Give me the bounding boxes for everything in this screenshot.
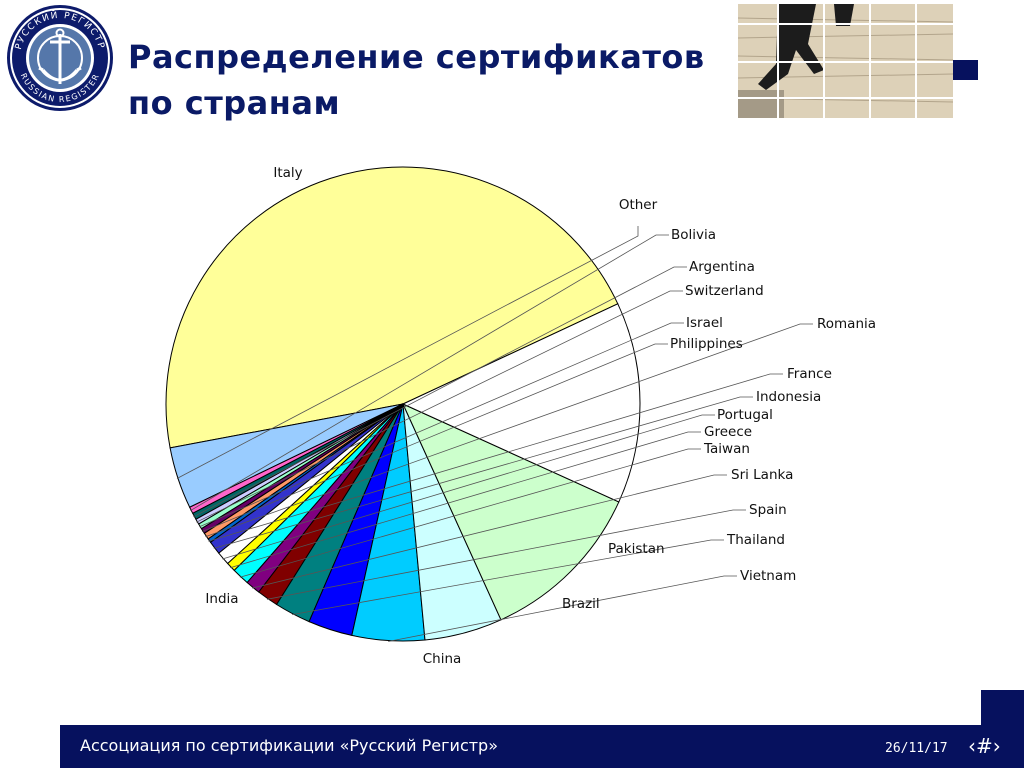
footer-tab [981, 690, 1024, 726]
leader-line-bolivia [190, 234, 669, 512]
footer-bar [60, 725, 1024, 768]
slice-label-other: Other [619, 197, 658, 213]
slice-label-vietnam: Vietnam [740, 568, 796, 584]
slice-label-pakistan: Pakistan [608, 541, 665, 557]
pie-slices [165, 166, 641, 642]
leader-line-other [176, 226, 639, 479]
leader-line-spain [266, 509, 746, 600]
footer-page-number: ‹#› [968, 734, 1001, 758]
title-line-1: Распределение сертификатов [128, 38, 705, 76]
slice-label-china: China [423, 651, 462, 667]
pie-slice-italy [165, 166, 619, 449]
slice-label-romania: Romania [817, 316, 876, 332]
leader-lines [176, 226, 813, 642]
anchor-seal-icon: РУССКИЙ РЕГИСТР RUSSIAN REGISTER [7, 5, 113, 111]
leader-line-france [208, 373, 783, 542]
slice-label-taiwan: Taiwan [703, 441, 750, 457]
leader-line-taiwan [239, 448, 701, 578]
title-line-2: по странам [128, 84, 341, 122]
slice-label-indonesia: Indonesia [756, 389, 821, 405]
page-title: Распределение сертификатов по странам [128, 34, 748, 126]
leader-line-sri-lanka [252, 474, 727, 589]
leader-line-romania [205, 323, 813, 538]
slice-label-thailand: Thailand [726, 532, 785, 548]
leader-line-vietnam [388, 575, 737, 642]
leader-line-portugal [222, 414, 715, 560]
slice-labels: Italy Other Bolivia Argentina Switzerland Isr… [205, 165, 876, 667]
slice-label-israel: Israel [686, 315, 723, 331]
leader-line-argentina [193, 266, 687, 518]
pie-slice-india [401, 303, 641, 503]
header-photo [737, 4, 978, 118]
slice-label-brazil: Brazil [562, 596, 600, 612]
slice-label-sri-lanka: Sri Lanka [731, 467, 793, 483]
slice-label-philippines: Philippines [670, 336, 743, 352]
leader-line-israel [199, 322, 684, 528]
slice-label-bolivia: Bolivia [671, 227, 716, 243]
slice-label-india: India [205, 591, 238, 607]
slice-label-portugal: Portugal [717, 407, 773, 423]
slice-label-italy: Italy [273, 165, 302, 181]
stairs-climbing-photo [737, 4, 978, 118]
slice-label-france: France [787, 366, 832, 382]
slice-label-argentina: Argentina [689, 259, 755, 275]
leader-line-philippines [201, 343, 668, 532]
footer-organization: Ассоциация по сертификации «Русский Реги… [80, 736, 498, 755]
leader-line-thailand [292, 539, 724, 615]
leader-line-switzerland [196, 290, 683, 523]
slice-label-switzerland: Switzerland [685, 283, 764, 299]
slice-label-spain: Spain [749, 502, 787, 518]
footer-date: 26/11/17 [885, 741, 948, 756]
slice-label-greece: Greece [704, 424, 752, 440]
leader-line-indonesia [213, 396, 753, 549]
russian-register-logo: РУССКИЙ РЕГИСТР RUSSIAN REGISTER [6, 4, 114, 112]
leader-line-greece [230, 431, 701, 569]
